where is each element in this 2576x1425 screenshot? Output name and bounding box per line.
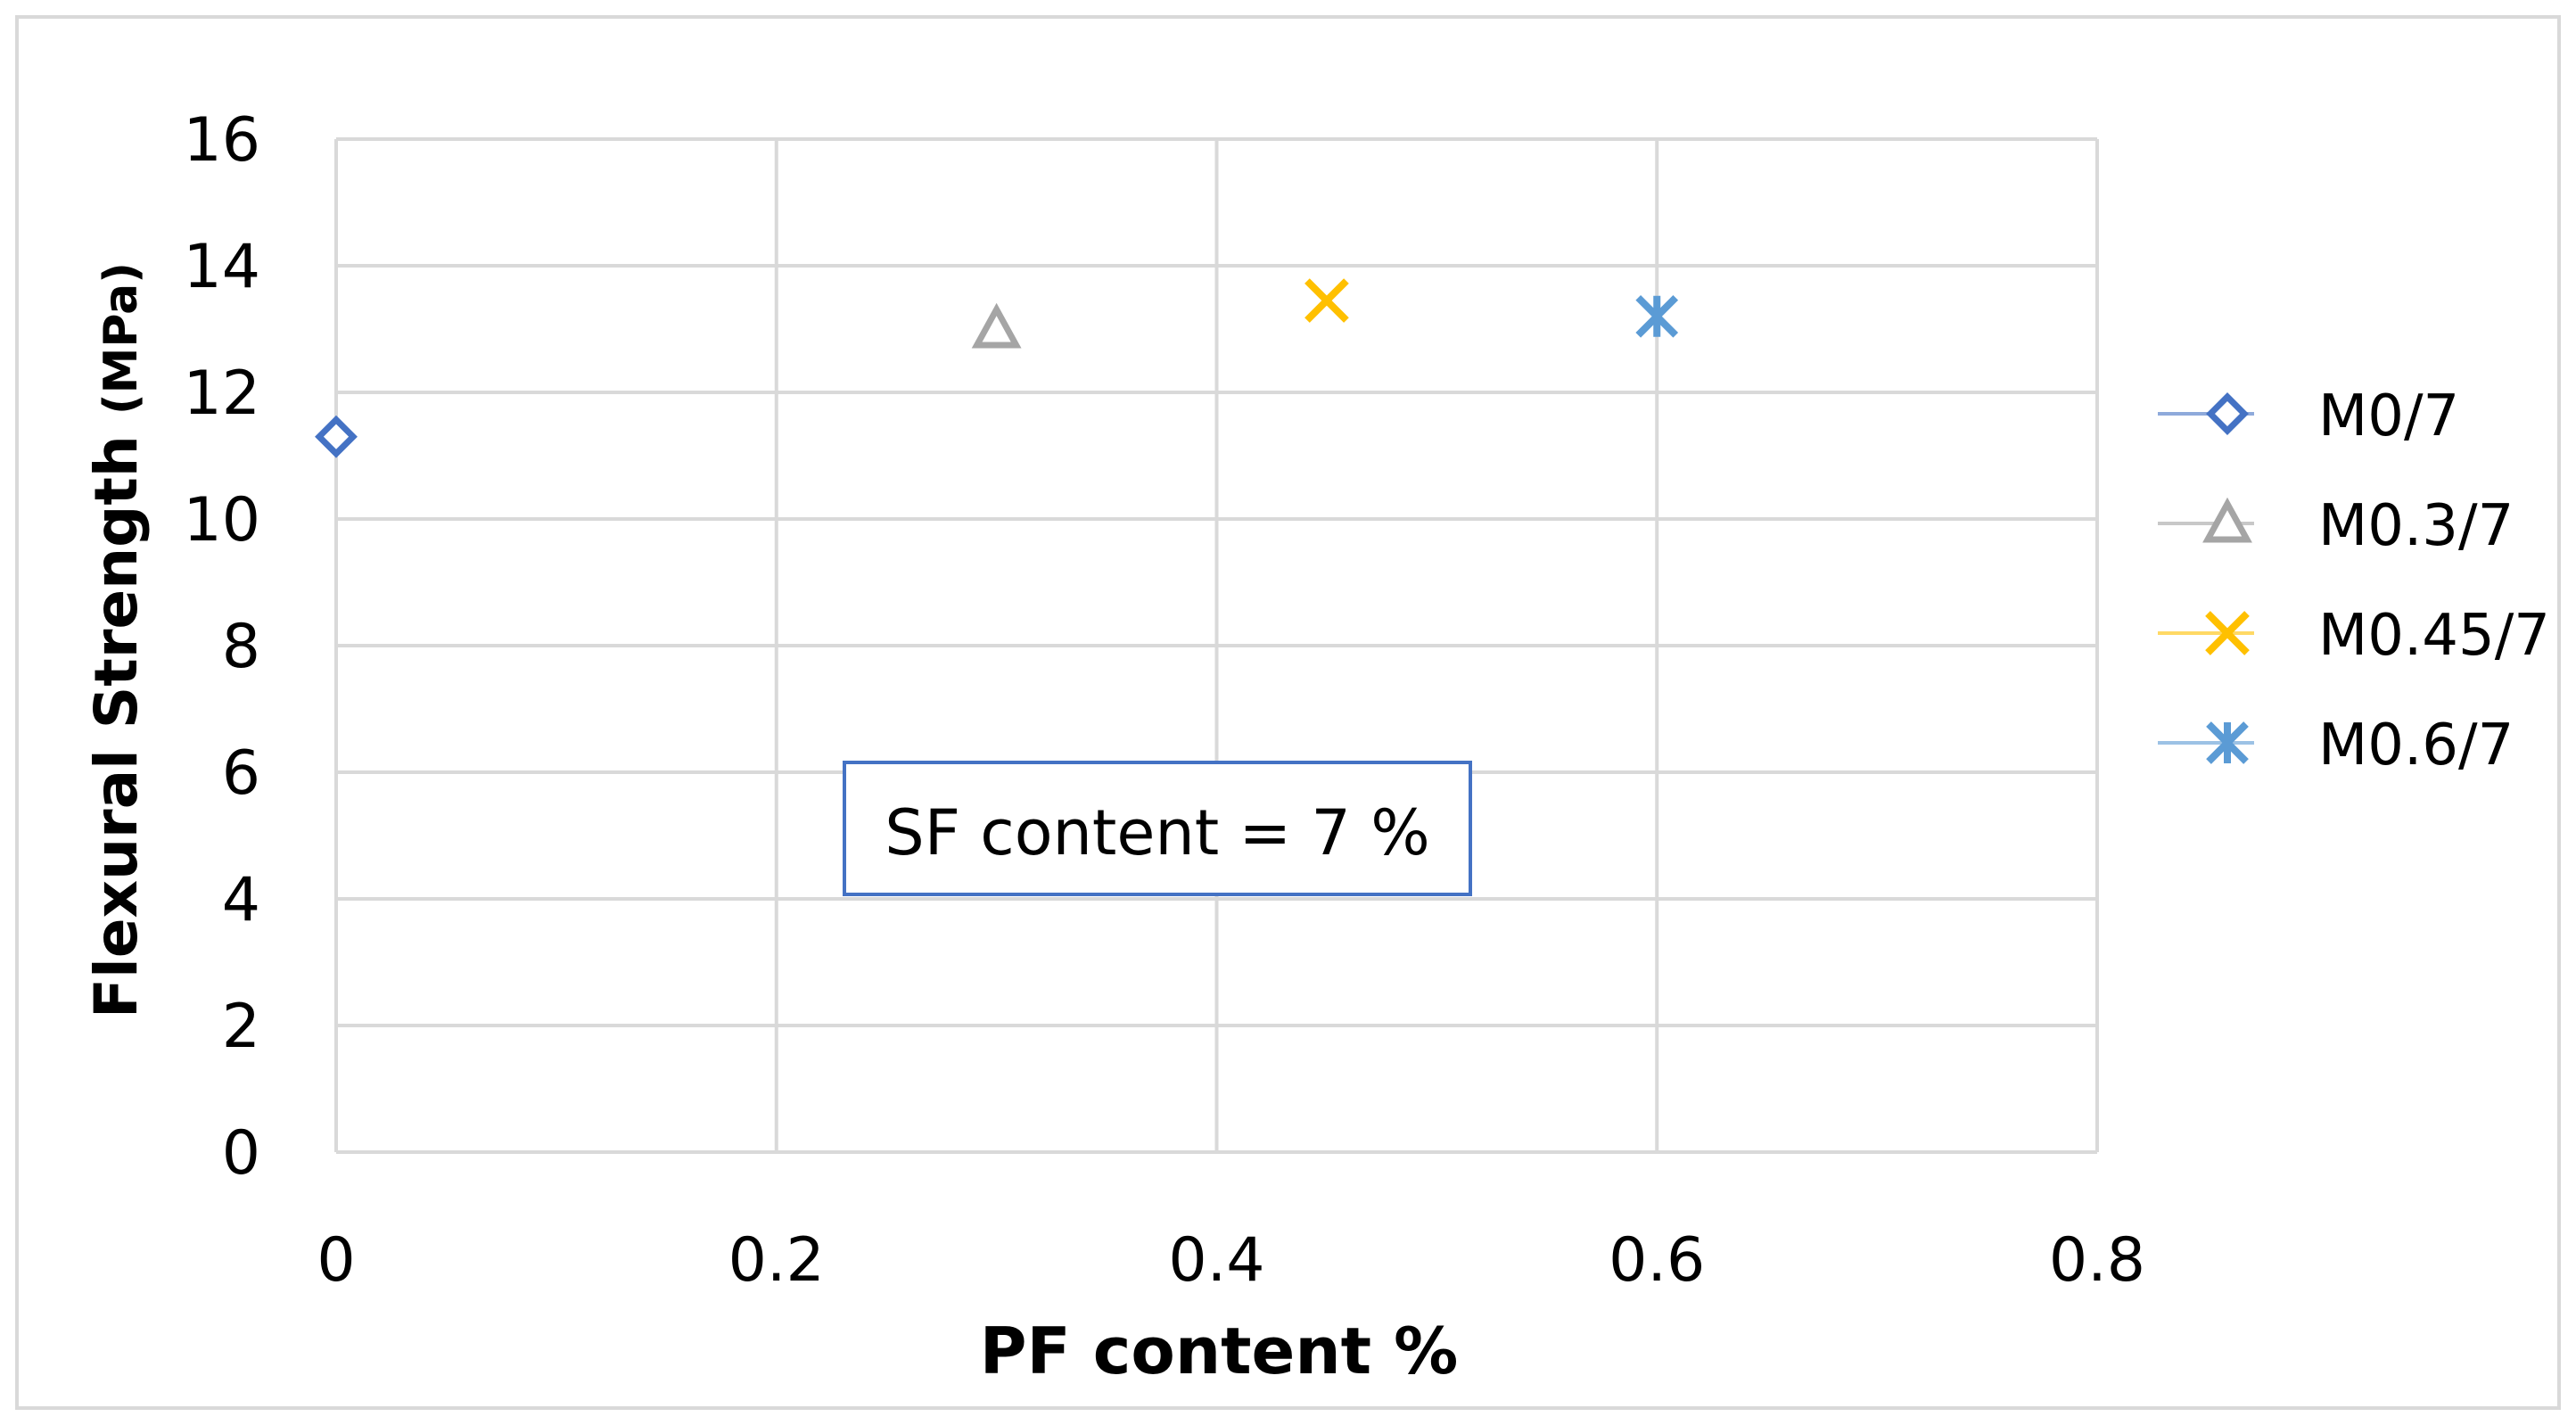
legend-marker (2205, 611, 2250, 655)
legend: M0/7 M0.3/7 M0.45/7 M0.6/7 (2158, 383, 2550, 778)
x-tick-label: 0 (317, 1225, 355, 1296)
legend-label: M0.3/7 (2318, 493, 2514, 559)
data-point (1304, 278, 1349, 323)
x-tick-label: 0.2 (728, 1225, 825, 1296)
legend-item: M0.45/7 (2158, 603, 2550, 669)
y-axis-title: Flexural Strength (MPa) (82, 262, 151, 1018)
y-tick-label: 14 (183, 232, 260, 302)
y-axis-title-main: Flexural Strength (82, 415, 151, 1018)
legend-item: M0/7 (2158, 383, 2459, 449)
y-tick-label: 6 (222, 738, 260, 809)
y-tick-label: 12 (183, 358, 260, 429)
legend-item: M0.3/7 (2158, 493, 2514, 559)
grid-layer (334, 137, 2099, 1154)
legend-label: M0.6/7 (2318, 712, 2514, 778)
y-axis-title-unit: (MPa) (95, 262, 148, 415)
legend-label: M0/7 (2318, 383, 2459, 449)
data-point (315, 415, 358, 458)
y-tick-label: 10 (183, 485, 260, 556)
legend-item: M0.6/7 (2158, 712, 2514, 778)
tick-labels: 0 2 4 6 8 10 12 14 16 0 0.2 0.4 0.6 0.8 (183, 105, 2145, 1296)
annotation-text: SF content = 7 % (885, 796, 1429, 869)
y-tick-label: 0 (222, 1118, 260, 1189)
x-tick-label: 0.8 (2049, 1225, 2145, 1296)
annotation-box: SF content = 7 % (843, 761, 1472, 896)
y-tick-label: 16 (183, 105, 260, 176)
data-point (971, 302, 1022, 349)
legend-marker (2202, 497, 2252, 543)
markers (315, 278, 1679, 458)
data-point (1635, 294, 1679, 338)
x-tick-label: 0.4 (1168, 1225, 1264, 1296)
x-axis-title: PF content % (980, 1314, 1459, 1388)
x-tick-label: 0.6 (1609, 1225, 1705, 1296)
legend-marker (2206, 392, 2249, 435)
annotation-frame (843, 761, 1472, 896)
chart-border (15, 15, 2561, 1410)
y-tick-label: 8 (222, 612, 260, 682)
legend-marker (2206, 721, 2249, 764)
y-tick-label: 2 (222, 992, 260, 1062)
y-tick-label: 4 (222, 865, 260, 935)
legend-label: M0.45/7 (2318, 603, 2550, 669)
